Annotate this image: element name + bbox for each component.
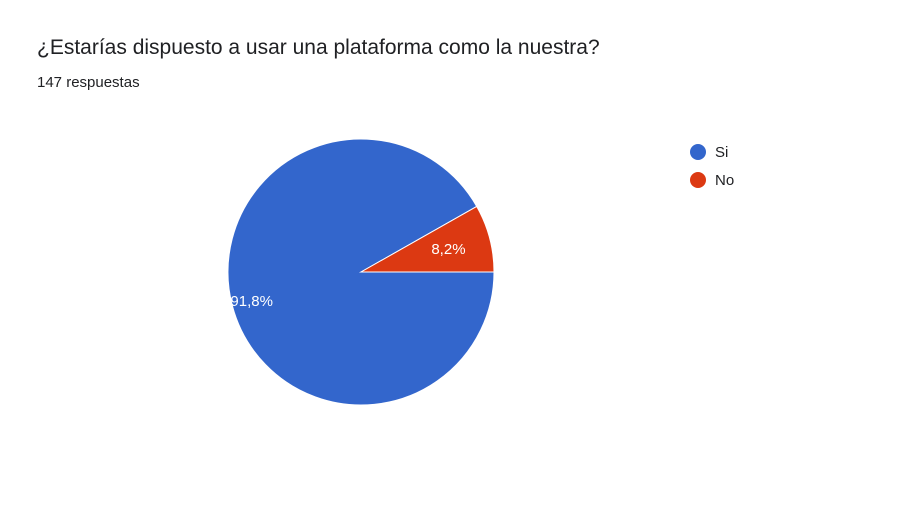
legend-item-no[interactable]: No [690,166,734,194]
legend-swatch-si [690,144,706,160]
legend: Si No [690,138,734,194]
pie-slice-no[interactable] [359,205,495,273]
slice-label-si: 91,8% [230,293,273,310]
legend-swatch-no [690,172,706,188]
legend-item-si[interactable]: Si [690,138,734,166]
slice-label-no: 8,2% [431,241,465,258]
legend-label-si: Si [715,143,729,161]
legend-label-no: No [715,171,735,189]
chart-title: ¿Estarías dispuesto a usar una plataform… [37,36,600,59]
response-count: 147 respuestas [37,74,140,91]
